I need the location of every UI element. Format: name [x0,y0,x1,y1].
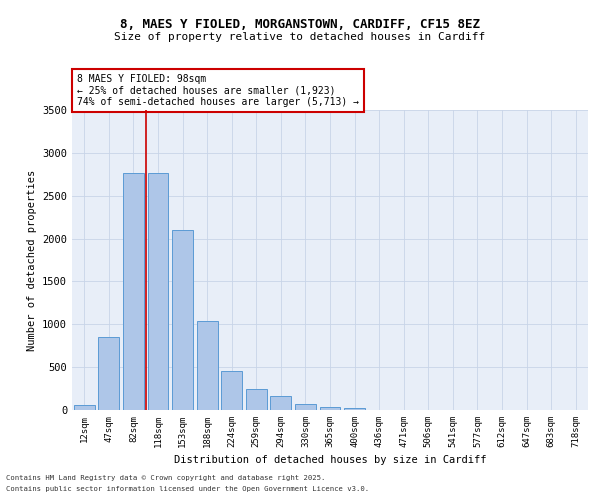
Bar [295,404,316,410]
Bar [148,174,169,410]
Text: Size of property relative to detached houses in Cardiff: Size of property relative to detached ho… [115,32,485,42]
Bar [197,321,218,410]
Text: 8 MAES Y FIOLED: 98sqm
← 25% of detached houses are smaller (1,923)
74% of semi-: 8 MAES Y FIOLED: 98sqm ← 25% of detached… [77,74,359,107]
Text: Contains HM Land Registry data © Crown copyright and database right 2025.: Contains HM Land Registry data © Crown c… [6,475,325,481]
Bar [271,396,292,410]
Bar [246,389,267,410]
Bar [221,371,242,410]
X-axis label: Distribution of detached houses by size in Cardiff: Distribution of detached houses by size … [174,456,486,466]
Text: Contains public sector information licensed under the Open Government Licence v3: Contains public sector information licen… [6,486,369,492]
Bar [320,406,340,410]
Bar [344,408,365,410]
Bar [74,406,95,410]
Bar [172,230,193,410]
Bar [98,337,119,410]
Y-axis label: Number of detached properties: Number of detached properties [26,170,37,350]
Bar [123,174,144,410]
Text: 8, MAES Y FIOLED, MORGANSTOWN, CARDIFF, CF15 8EZ: 8, MAES Y FIOLED, MORGANSTOWN, CARDIFF, … [120,18,480,30]
